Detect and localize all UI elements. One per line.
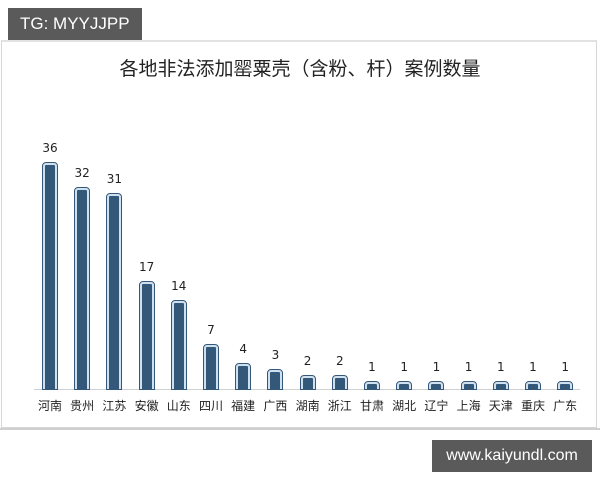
- data-label: 4: [239, 341, 247, 356]
- x-tick-label: 浙江: [327, 399, 352, 413]
- x-tick-label: 天津: [488, 399, 513, 413]
- bar: [364, 381, 380, 390]
- x-tick-label: 广东: [553, 399, 578, 413]
- data-label: 1: [561, 360, 569, 374]
- data-label: 31: [106, 172, 123, 187]
- bar: [557, 381, 574, 390]
- data-label: 1: [464, 360, 473, 374]
- x-tick-label: 河南: [37, 399, 62, 413]
- watermark-top: TG: MYYJJPP: [8, 8, 142, 40]
- data-label: 2: [335, 354, 344, 369]
- bar: [460, 381, 477, 390]
- x-tick-label: 湖南: [295, 399, 320, 413]
- data-label: 1: [529, 360, 537, 374]
- x-tick-label: 江苏: [102, 399, 127, 413]
- data-label: 36: [42, 141, 58, 155]
- bar: [235, 362, 252, 390]
- bar: [331, 375, 348, 390]
- bar: [525, 381, 541, 390]
- x-tick-label: 山东: [166, 399, 191, 413]
- bar: [138, 281, 155, 390]
- data-label: 7: [207, 323, 215, 338]
- data-label: 1: [496, 360, 505, 374]
- bar: [492, 381, 509, 390]
- frame-shadow: [0, 428, 600, 430]
- x-tick-label: 上海: [456, 399, 481, 413]
- bar: [106, 193, 123, 390]
- bar: [74, 187, 91, 390]
- chart-title: 各地非法添加罂粟壳（含粉、杆）案例数量: [119, 58, 481, 80]
- bar: [203, 344, 219, 390]
- data-label: 2: [303, 354, 312, 369]
- bar: [42, 162, 58, 390]
- data-label: 3: [271, 348, 280, 363]
- data-label: 1: [432, 360, 441, 374]
- x-tick-label: 广西: [263, 399, 288, 413]
- bar: [170, 300, 187, 390]
- x-tick-label: 贵州: [70, 399, 95, 413]
- x-axis-line: [34, 389, 580, 390]
- x-tick-label: 甘肃: [359, 399, 384, 413]
- bar: [396, 381, 413, 390]
- x-tick-label: 重庆: [520, 399, 545, 413]
- data-label: 17: [138, 260, 155, 275]
- x-tick-label: 福建: [231, 399, 256, 413]
- chart-frame: [1, 40, 597, 428]
- bar: [428, 381, 445, 390]
- watermark-bottom: www.kaiyundl.com: [432, 440, 592, 472]
- x-tick-label: 湖北: [392, 399, 417, 413]
- x-tick-label: 安徽: [134, 399, 159, 413]
- x-tick-label: 四川: [198, 399, 223, 413]
- x-tick-label: 辽宁: [424, 399, 449, 413]
- bar: [299, 375, 316, 390]
- data-label: 1: [368, 360, 376, 374]
- data-label: 14: [171, 279, 187, 294]
- data-label: 32: [74, 166, 90, 181]
- bar: [267, 369, 284, 390]
- data-label: 1: [400, 360, 408, 374]
